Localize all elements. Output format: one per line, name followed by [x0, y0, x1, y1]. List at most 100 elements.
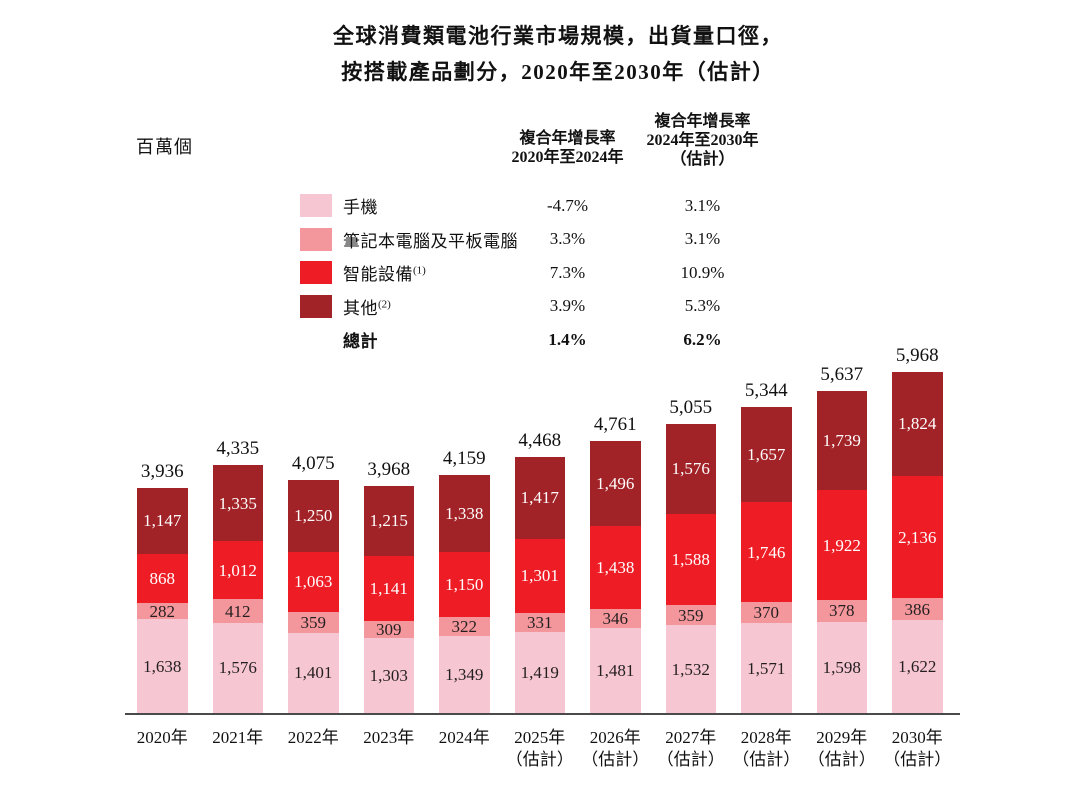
- x-axis-year: 2027年: [665, 728, 717, 747]
- x-axis-label: 2028年 （估計）: [723, 727, 810, 771]
- legend-series-label: 筆記本電腦及平板電腦: [343, 231, 518, 251]
- bar-total-label: 3,968: [367, 459, 411, 481]
- bar-total-label: 3,936: [140, 460, 184, 482]
- footnote-marker: (1): [413, 264, 426, 277]
- legend-cagr-2024-2030-value: 3.1%: [684, 195, 721, 215]
- bar-segment-其他: 1,576: [665, 423, 716, 515]
- bar-2020年: 1,638 282 868 1,147: [137, 487, 188, 713]
- x-axis-year: 2020年: [136, 728, 188, 747]
- legend-row-1: 手機 -4.7% 3.1%: [300, 189, 800, 223]
- bar-segment-筆記本電腦及平板電腦: 322: [439, 617, 490, 636]
- bar-segment-其他: 1,496: [590, 440, 641, 527]
- legend-header-line: 複合年增長率: [519, 130, 616, 147]
- bar-segment-智能設備: 1,922: [816, 490, 867, 600]
- bar-total-label: 4,761: [593, 413, 637, 435]
- chart-title: 全球消費類電池行業市場規模，出貨量口徑， 按搭載產品劃分，2020年至2030年…: [36, 18, 1080, 90]
- legend-header-line: （估計）: [670, 151, 735, 168]
- bar-2028年: 1,571 370 1,746 1,657: [741, 407, 792, 713]
- bar-segment-其他: 1,824: [892, 371, 943, 476]
- legend-swatch: [300, 227, 332, 251]
- legend-series-label: 手機: [343, 198, 378, 218]
- bar-segment-其他: 1,215: [363, 486, 414, 556]
- legend-rows: 手機 -4.7% 3.1% 筆記本電腦及平板電腦 3.3% 3.1% 智能設備(1) 7.3%…: [300, 189, 800, 323]
- legend-row-3: 智能設備(1) 7.3% 10.9%: [300, 256, 800, 290]
- bar-segment-手機: 1,481: [590, 628, 641, 713]
- bar-2029年: 1,598 378 1,922 1,739: [816, 390, 867, 713]
- x-axis-year: 2029年: [816, 728, 868, 747]
- bar-segment-手機: 1,349: [439, 635, 490, 713]
- legend-series-label: 智能設備(1): [343, 264, 426, 285]
- legend-row-2: 筆記本電腦及平板電腦 3.3% 3.1%: [300, 223, 800, 257]
- bar-segment-筆記本電腦及平板電腦: 359: [288, 612, 339, 633]
- bar-segment-筆記本電腦及平板電腦: 378: [816, 600, 867, 622]
- bar-segment-智能設備: 1,438: [590, 526, 641, 609]
- bar-segment-筆記本電腦及平板電腦: 386: [892, 598, 943, 621]
- x-axis-year: 2025年: [514, 728, 566, 747]
- bar-segment-手機: 1,638: [137, 619, 188, 713]
- bar-segment-智能設備: 1,141: [363, 555, 414, 621]
- bar-total-label: 5,637: [820, 363, 864, 385]
- bar-segment-智能設備: 1,746: [741, 502, 792, 602]
- legend-cagr-2020-2024-value: 3.3%: [549, 229, 586, 249]
- x-axis-estimate-note: （估計）: [656, 750, 725, 769]
- bar-segment-其他: 1,739: [816, 390, 867, 491]
- legend-total-cagr-2024-2030: 6.2%: [683, 329, 722, 349]
- x-axis-year: 2022年: [287, 728, 339, 747]
- legend-table: 複合年增長率 2020年至2024年 複合年增長率 2024年至2030年 （估計） …: [300, 112, 800, 357]
- bar-segment-手機: 1,303: [363, 638, 414, 713]
- bar-segment-筆記本電腦及平板電腦: 412: [212, 599, 263, 623]
- bar-2021年: 1,576 412 1,012 1,335: [212, 465, 263, 713]
- bar-total-label: 5,344: [744, 380, 788, 402]
- bar-segment-手機: 1,419: [514, 631, 565, 713]
- legend-cagr-2020-2024-value: -4.7%: [546, 195, 589, 215]
- bar-segment-手機: 1,532: [665, 625, 716, 713]
- x-axis-label: 2024年: [421, 727, 508, 749]
- bar-total-label: 5,055: [669, 396, 713, 418]
- bar-segment-其他: 1,335: [212, 465, 263, 542]
- legend-cagr-2024-2030-value: 5.3%: [684, 296, 721, 316]
- bar-segment-智能設備: 1,063: [288, 551, 339, 613]
- x-axis-estimate-note: （估計）: [505, 750, 574, 769]
- bar-segment-筆記本電腦及平板電腦: 370: [741, 601, 792, 624]
- chart-title-line2: 按搭載產品劃分，2020年至2030年（估計）: [341, 60, 775, 84]
- x-axis-year: 2021年: [212, 728, 264, 747]
- bar-segment-手機: 1,401: [288, 632, 339, 713]
- legend-cagr-2024-2030-value: 3.1%: [684, 229, 721, 249]
- legend-cagr-2020-2024-value: 3.9%: [549, 296, 586, 316]
- stacked-bar-chart: 1,638 282 868 1,147 3,936 2020年 1,576 412 1,012 1…: [125, 340, 960, 769]
- x-axis-year: 2028年: [740, 728, 792, 747]
- footnote-marker: (2): [378, 298, 391, 311]
- legend-series-label: 其他(2): [343, 298, 391, 318]
- legend-header-line: 複合年增長率: [654, 113, 751, 130]
- x-axis-label: 2029年 （估計）: [799, 727, 886, 771]
- legend-cagr-2020-2024-value: 7.3%: [549, 262, 586, 282]
- bar-2024年: 1,349 322 1,150 1,338: [439, 475, 490, 713]
- legend-total-cagr-2020-2024: 1.4%: [548, 329, 587, 349]
- bar-segment-智能設備: 1,301: [514, 538, 565, 613]
- x-axis-label: 2023年: [346, 727, 433, 749]
- legend-row-4: 其他(2) 3.9% 5.3%: [300, 290, 800, 324]
- bar-total-label: 4,159: [442, 448, 486, 470]
- x-axis-year: 2023年: [363, 728, 415, 747]
- legend-header-line: 2020年至2024年: [511, 149, 624, 166]
- bar-total-label: 5,968: [895, 344, 939, 366]
- cagr-2024-2030-header: 複合年增長率 2024年至2030年 （估計）: [635, 112, 770, 169]
- x-axis-estimate-note: （估計）: [732, 750, 801, 769]
- bar-2030年: 1,622 386 2,136 1,824: [892, 371, 943, 713]
- bar-segment-手機: 1,598: [816, 621, 867, 713]
- x-axis-estimate-note: （估計）: [883, 750, 952, 769]
- bar-2025年: 1,419 331 1,301 1,417: [514, 457, 565, 713]
- bar-segment-智能設備: 868: [137, 553, 188, 604]
- legend-swatch: [300, 261, 332, 285]
- bar-total-label: 4,075: [291, 453, 335, 475]
- bar-segment-智能設備: 2,136: [892, 475, 943, 599]
- bar-segment-筆記本電腦及平板電腦: 331: [514, 612, 565, 632]
- bar-segment-筆記本電腦及平板電腦: 282: [137, 603, 188, 620]
- bar-segment-其他: 1,338: [439, 475, 490, 552]
- x-axis-label: 2020年: [119, 727, 206, 749]
- bar-2022年: 1,401 359 1,063 1,250: [288, 480, 339, 713]
- legend-total-row: 總計 1.4% 6.2%: [300, 323, 800, 357]
- bar-total-label: 4,468: [518, 430, 562, 452]
- legend-total-label: 總計: [343, 332, 378, 352]
